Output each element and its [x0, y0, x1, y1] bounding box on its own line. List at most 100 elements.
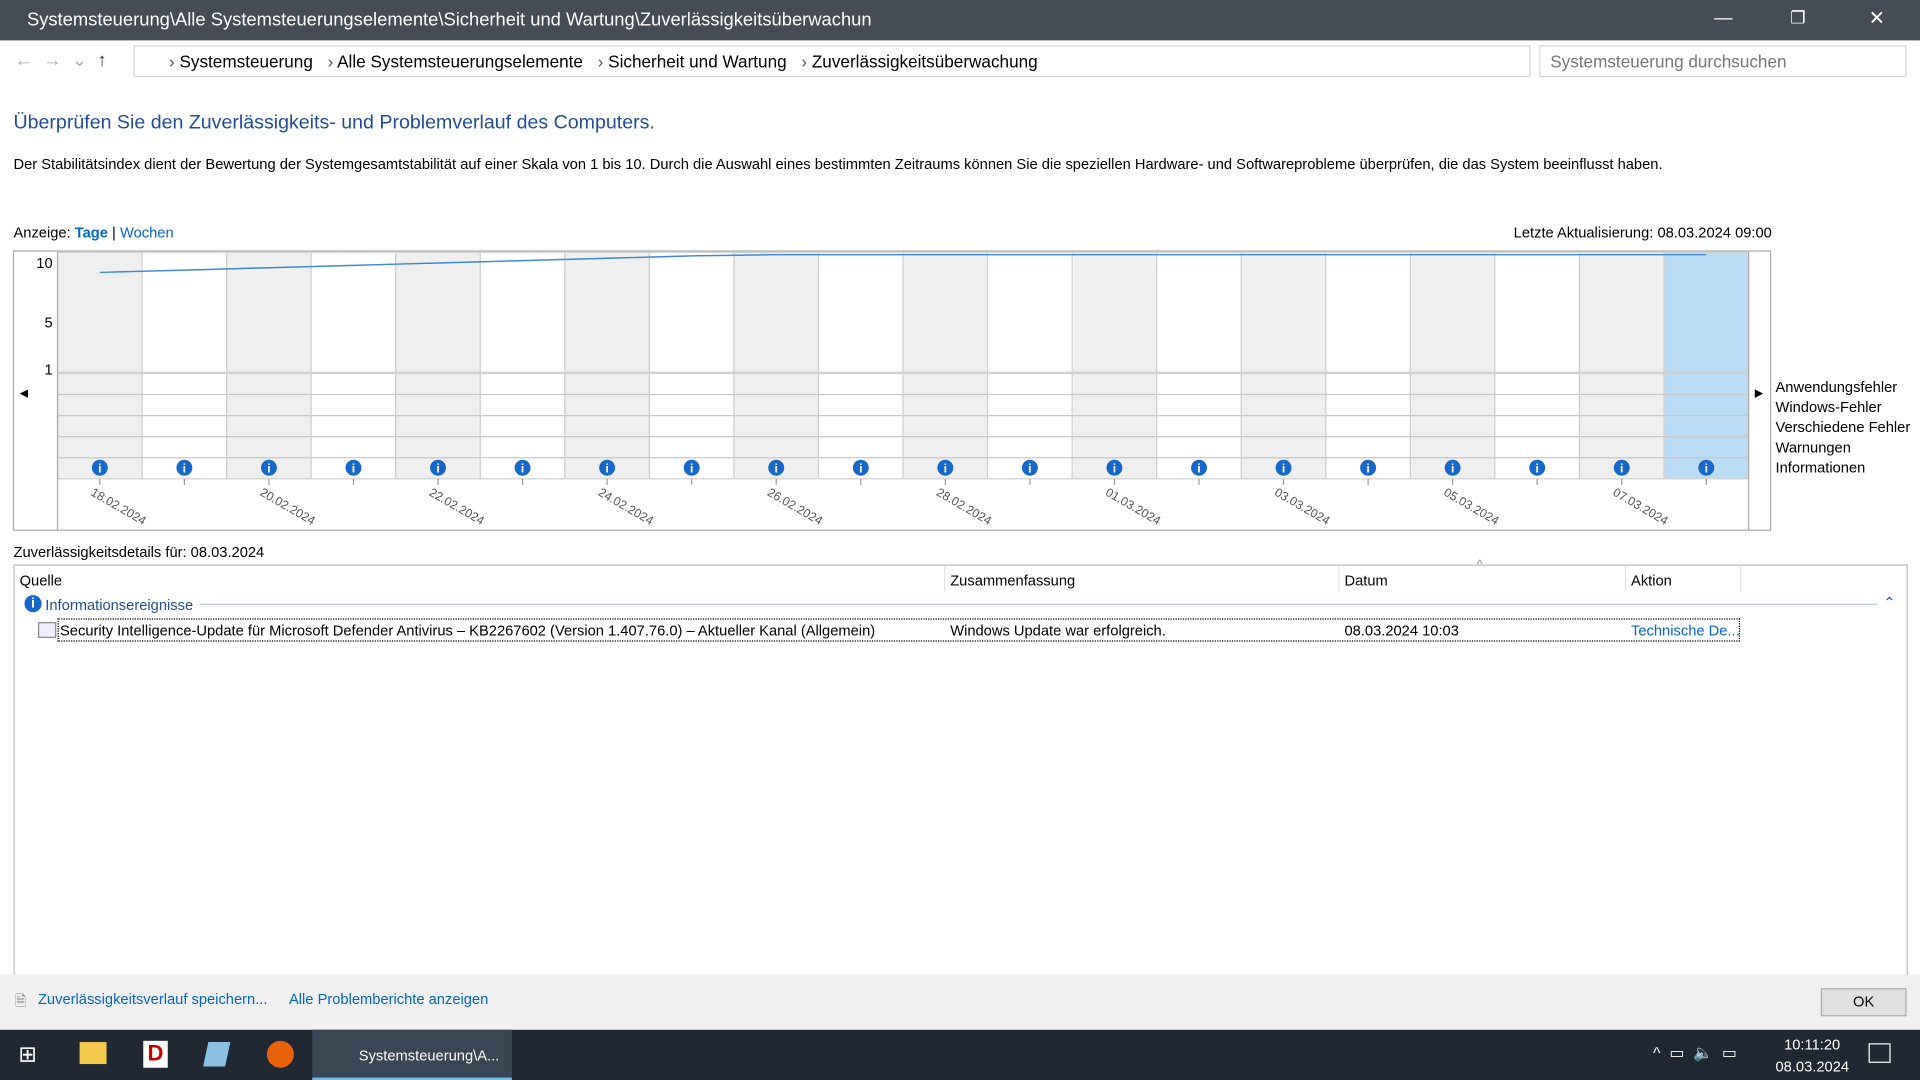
info-event [599, 459, 616, 476]
column-header[interactable]: Datum [1344, 571, 1388, 589]
search-box[interactable] [1539, 45, 1907, 78]
info-event [1529, 459, 1546, 476]
info-event [176, 459, 193, 476]
crumb[interactable]: Systemsteuerung [179, 51, 313, 72]
footer-link[interactable]: Alle Problemberichte anzeigen [288, 990, 489, 1008]
info-event [1698, 459, 1715, 476]
crumb[interactable]: Alle Systemsteuerungselemente [337, 51, 583, 72]
breadcrumbs: › Systemsteuerung › Alle Systemsteuerungs… [169, 51, 1052, 71]
ok-button[interactable]: OK [1820, 988, 1907, 1017]
column-header[interactable]: Zusammenfassung [950, 571, 1076, 589]
table-cell: Windows Update war erfolgreich. [950, 622, 1166, 640]
app-icon[interactable]: D [143, 1040, 168, 1068]
row-label: Windows-Fehler [1776, 400, 1882, 416]
tray-icons[interactable]: ^ ▭ 🔈 ▭ [1653, 1043, 1737, 1062]
table-row[interactable] [57, 618, 1741, 642]
info-i: i [1282, 462, 1285, 476]
info-i: i [605, 462, 608, 476]
column-header[interactable]: Quelle [19, 571, 63, 589]
collapse[interactable]: ⌃ [1883, 593, 1896, 612]
crumb-sep: › [327, 51, 338, 72]
notifications[interactable] [1868, 1043, 1891, 1063]
day-column [310, 251, 397, 373]
day-column [479, 251, 566, 373]
crumb[interactable]: Zuverlässigkeitsüberwachung [811, 51, 1038, 72]
day-column [817, 251, 904, 373]
info-i: i [1366, 462, 1369, 476]
info-event [937, 459, 954, 476]
column-divider [1740, 565, 1742, 593]
row-label: Informationen [1776, 461, 1866, 477]
info-event [1613, 459, 1630, 476]
table-cell[interactable]: Technische De... [1631, 622, 1740, 640]
start-button[interactable]: ⊞ [18, 1042, 37, 1067]
clock-time: 10:11:20 [1784, 1035, 1841, 1054]
info-i: i [1197, 462, 1200, 476]
info-event [430, 459, 446, 476]
active-task[interactable] [312, 1029, 512, 1080]
crumb-sep: › [597, 51, 609, 72]
minimize[interactable]: — [1714, 7, 1733, 29]
footer-link[interactable]: Zuverlässigkeitsverlauf speichern... [37, 990, 268, 1008]
day-column [1240, 251, 1327, 373]
info-event [1444, 459, 1461, 476]
maximize[interactable]: ❐ [1790, 7, 1806, 27]
info-event [260, 459, 277, 476]
info-event [1360, 459, 1377, 476]
view-label: Anzeige: [13, 224, 71, 242]
task-label: Systemsteuerung\A... [358, 1046, 500, 1065]
address-bar[interactable] [133, 45, 1531, 78]
scroll-left: ◀ [20, 388, 29, 400]
day-column [564, 251, 651, 373]
stability-line [99, 253, 1707, 274]
view-option[interactable]: Wochen [119, 224, 174, 242]
details-label: Zuverlässigkeitsdetails für: 08.03.2024 [13, 543, 265, 561]
info-i: i [98, 462, 101, 476]
info-i: i [521, 462, 524, 476]
row-icon [37, 622, 57, 638]
crumb-sep: › [168, 51, 180, 72]
search-placeholder: Systemsteuerung durchsuchen [1550, 51, 1787, 72]
day-column [1494, 251, 1581, 373]
info-i: i [1113, 462, 1116, 476]
info-event [1106, 459, 1123, 476]
close[interactable]: ✕ [1868, 8, 1885, 30]
day-column [902, 251, 989, 373]
day-column [1409, 251, 1496, 373]
group-header[interactable]: Informationsereignisse [45, 596, 194, 614]
window-title: Systemsteuerung\Alle Systemsteuerungsele… [26, 9, 872, 31]
info-event [852, 459, 869, 476]
save-icon: 🗎 [14, 991, 27, 1009]
info-event [91, 459, 108, 476]
info-event [1021, 459, 1038, 476]
info-i: i [183, 462, 186, 476]
nav-buttons[interactable]: ← → ⌄ ↑ [14, 50, 107, 72]
info-i: i [1705, 462, 1708, 476]
crumb-sep: › [801, 51, 812, 72]
titlebar [0, 0, 1920, 41]
crumb[interactable]: Sicherheit und Wartung [608, 51, 787, 72]
column-divider [944, 565, 946, 593]
info-event [1191, 459, 1207, 476]
firefox-icon[interactable] [266, 1040, 294, 1068]
day-column [648, 251, 735, 373]
view-option[interactable]: Tage [74, 224, 108, 242]
day-column [1156, 251, 1242, 373]
column-divider [1624, 565, 1627, 593]
info-event [768, 459, 785, 476]
explorer-icon[interactable] [79, 1042, 107, 1065]
info-i: i [267, 462, 270, 476]
info-event [1275, 459, 1292, 476]
scroll-right: ▶ [1755, 388, 1764, 400]
last-update: Letzte Aktualisierung: 08.03.2024 09:00 [1513, 224, 1772, 242]
row-label: Anwendungsfehler [1776, 380, 1898, 396]
day-column [1325, 251, 1411, 373]
description: Der Stabilitätsindex dient der Bewertung… [13, 155, 1663, 173]
info-i: i [1028, 462, 1031, 476]
column-header[interactable]: Aktion [1631, 571, 1672, 589]
day-column [1663, 251, 1750, 373]
info-event [514, 459, 531, 476]
